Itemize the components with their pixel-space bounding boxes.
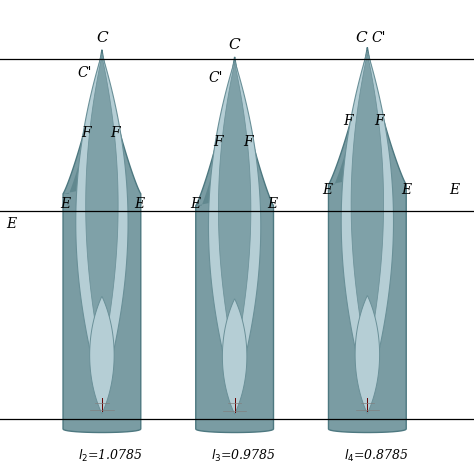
Polygon shape — [76, 54, 128, 399]
Text: F: F — [82, 126, 91, 140]
Text: E: E — [267, 197, 278, 211]
Polygon shape — [222, 299, 247, 414]
Text: E: E — [401, 182, 411, 197]
Polygon shape — [219, 63, 251, 362]
Polygon shape — [328, 47, 367, 185]
Text: F: F — [344, 114, 353, 128]
Polygon shape — [355, 295, 380, 414]
Polygon shape — [351, 54, 383, 360]
Polygon shape — [86, 56, 118, 361]
Polygon shape — [196, 57, 273, 432]
Text: F: F — [243, 135, 253, 149]
Text: F: F — [374, 114, 384, 128]
Text: C': C' — [77, 66, 91, 81]
Text: C': C' — [209, 71, 223, 85]
Text: E: E — [134, 197, 144, 211]
Text: F: F — [110, 126, 119, 140]
Text: E: E — [7, 217, 17, 231]
Text: E: E — [191, 197, 201, 211]
Text: E: E — [322, 182, 332, 197]
Text: C: C — [229, 38, 240, 52]
Text: E: E — [449, 182, 459, 197]
Text: C: C — [96, 31, 108, 45]
Polygon shape — [90, 296, 114, 414]
Text: C': C' — [372, 31, 386, 45]
Polygon shape — [328, 47, 406, 432]
Text: C: C — [356, 31, 367, 45]
Text: $l_{3}$=0.9785: $l_{3}$=0.9785 — [211, 448, 276, 464]
Polygon shape — [341, 51, 393, 399]
Polygon shape — [209, 61, 261, 399]
Text: $l_{4}$=0.8785: $l_{4}$=0.8785 — [344, 448, 408, 464]
Polygon shape — [63, 50, 141, 432]
Text: F: F — [213, 135, 223, 149]
Text: E: E — [60, 197, 71, 211]
Text: $l_{2}$=1.0785: $l_{2}$=1.0785 — [78, 448, 143, 464]
Polygon shape — [63, 50, 102, 194]
Polygon shape — [196, 57, 235, 206]
